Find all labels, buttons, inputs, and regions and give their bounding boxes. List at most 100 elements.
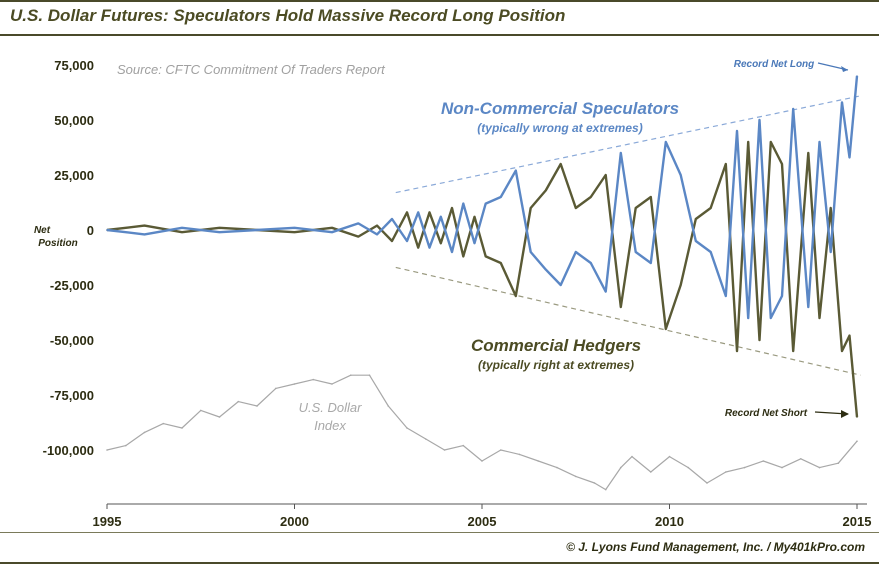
data-point [143,224,146,227]
data-point [199,409,202,412]
data-point [837,462,840,465]
data-point [331,383,333,385]
x-tick-label: 2005 [468,514,497,529]
data-point [747,317,750,319]
data-point [406,427,408,429]
data-point [619,306,622,308]
data-point [424,438,427,440]
data-point [649,471,652,473]
data-point [293,227,296,229]
data-point [664,141,667,143]
data-point [589,262,592,264]
data-point [694,240,697,242]
data-point [841,101,843,104]
data-point [274,387,277,390]
data-point [781,163,783,165]
data-point [439,216,442,218]
data-point [694,218,697,220]
data-point [106,449,108,451]
data-point [124,444,127,447]
record-long-arrowhead [841,66,848,72]
y-axis-label-2: Position [38,238,77,249]
data-point [391,240,393,242]
data-point [237,400,240,403]
data-point [679,174,682,176]
data-point [736,350,738,352]
data-point [357,222,360,225]
data-point [514,169,517,172]
data-point [724,163,727,165]
data-point [218,416,221,418]
data-point [634,207,637,209]
data-point [428,211,431,214]
data-point [856,75,858,77]
data-point [848,334,851,337]
data-point [428,246,431,249]
data-point [604,174,607,176]
y-tick-label: -25,000 [50,278,94,293]
data-point [769,317,772,319]
data-point [312,378,315,381]
data-point [143,233,146,236]
data-point [709,251,712,253]
data-point [559,163,562,165]
record-long-label: Record Net Long [734,59,815,70]
data-point [499,196,502,198]
data-point [631,455,633,458]
y-tick-label: -75,000 [50,388,94,403]
data-point [181,427,183,429]
upper-trend-line [395,95,861,194]
data-point [574,475,577,478]
data-point [387,405,390,407]
y-tick-label: 25,000 [54,168,94,183]
data-point [743,466,746,469]
data-point [376,224,378,227]
data-point [256,405,258,407]
data-point [559,284,562,286]
data-point [706,482,708,484]
speculators-sublabel: (typically wrong at extremes) [477,121,642,135]
data-point [818,141,821,143]
data-point [499,449,502,451]
data-point [349,374,352,377]
data-point [829,207,832,209]
plot-area [107,52,867,504]
data-point [792,350,795,352]
data-point [664,328,667,330]
data-point [634,251,637,253]
data-point [406,240,408,242]
data-point [724,471,727,473]
data-point [544,189,547,192]
data-point [417,246,420,249]
data-point [856,440,858,443]
data-point [514,295,517,297]
data-point [181,227,183,229]
chart-title: U.S. Dollar Futures: Speculators Hold Ma… [10,6,566,25]
dollar-index-label-2: Index [314,418,346,433]
data-point [406,211,408,214]
record-short-arrowhead [841,410,849,418]
data-point [758,119,761,121]
data-point [762,460,765,462]
data-point [736,130,738,132]
data-point [293,231,296,233]
data-point [818,466,821,469]
non-commercial-speculators-line [106,75,859,320]
data-point [769,141,772,143]
hedgers-sublabel: (typically right at extremes) [478,358,634,372]
data-point [218,231,221,233]
lower-trend-line [395,266,861,376]
data-point [593,482,596,484]
data-point [218,227,221,229]
data-point [462,255,465,258]
hedgers-label: Commercial Hedgers [471,336,641,355]
y-tick-label: 50,000 [54,113,94,128]
x-tick-label: 2000 [280,514,309,529]
data-point [462,202,465,205]
bottom-rule [0,562,879,564]
data-point [604,488,607,491]
data-point [368,374,371,377]
data-point [829,251,832,253]
data-point [473,216,476,218]
data-point [604,290,607,293]
